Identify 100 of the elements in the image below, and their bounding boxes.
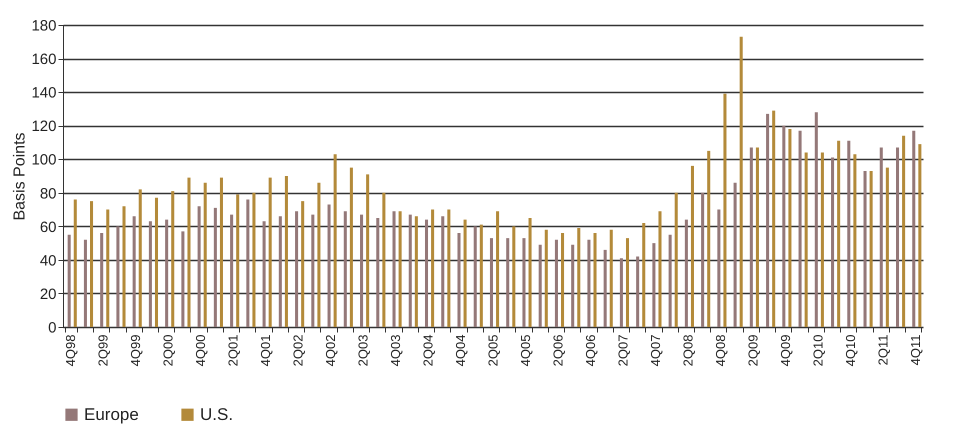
bar — [684, 220, 688, 327]
bar — [853, 154, 856, 327]
bar — [74, 199, 77, 327]
bar — [220, 178, 223, 327]
y-tick-label: 140 — [31, 84, 56, 102]
bar — [252, 192, 256, 327]
x-tick-label: 4Q06 — [582, 334, 598, 366]
bar — [636, 256, 640, 327]
x-tick-label: 2Q10 — [810, 334, 826, 366]
bar — [837, 140, 840, 327]
bar — [301, 201, 304, 327]
x-tick-label: 4Q03 — [388, 334, 404, 366]
bar — [284, 176, 288, 327]
bar — [538, 244, 542, 327]
y-tick-label: 120 — [31, 118, 56, 136]
bar — [392, 211, 396, 327]
x-tick-label: 4Q07 — [648, 334, 663, 366]
bar — [642, 222, 646, 327]
bar — [262, 221, 266, 327]
bar — [464, 220, 467, 327]
x-tick-label: 2Q01 — [226, 334, 241, 366]
y-tick-label: 80 — [40, 185, 56, 202]
y-tick-label: 60 — [40, 218, 56, 236]
bar — [912, 130, 916, 327]
bar — [480, 224, 483, 327]
bar — [701, 192, 704, 327]
x-tick-label: 2Q11 — [875, 334, 890, 366]
bar — [90, 201, 94, 327]
bar — [690, 166, 694, 327]
bar — [626, 238, 630, 327]
bar — [204, 182, 207, 327]
bar — [880, 147, 883, 327]
bar — [214, 208, 217, 327]
bar — [512, 226, 516, 327]
bar — [658, 211, 662, 327]
x-tick-label: 4Q08 — [712, 334, 728, 366]
bar — [360, 214, 364, 327]
bar — [674, 192, 678, 327]
y-axis-title: Basis Points — [11, 132, 28, 221]
y-tick-label: 40 — [40, 252, 56, 270]
bar — [198, 206, 201, 327]
bar — [350, 168, 353, 327]
bar — [772, 110, 776, 327]
y-tick-label: 0 — [48, 320, 56, 336]
bar — [382, 192, 386, 327]
y-tick-label: 100 — [31, 152, 56, 169]
bar — [561, 233, 564, 327]
bar — [100, 233, 104, 327]
bar — [441, 216, 444, 327]
legend-label: U.S. — [200, 404, 234, 424]
x-tick-label: 2Q07 — [615, 334, 630, 366]
bar — [798, 130, 802, 327]
bar — [68, 234, 71, 327]
bar — [804, 152, 808, 327]
x-tick-label: 2Q08 — [680, 334, 696, 366]
bar — [571, 244, 574, 327]
legend-label: Europe — [84, 404, 139, 424]
bar — [268, 178, 272, 327]
bar — [610, 230, 613, 327]
bar — [138, 189, 142, 327]
bar — [328, 204, 331, 327]
bar — [116, 226, 120, 327]
bar — [187, 178, 190, 327]
x-tick-label: 4Q99 — [128, 334, 144, 366]
bar — [814, 112, 818, 327]
bar — [148, 221, 152, 327]
bar — [756, 147, 759, 327]
bar — [782, 126, 786, 327]
x-tick-label: 4Q98 — [63, 334, 78, 366]
x-tick-label: 2Q09 — [745, 334, 760, 366]
bar — [750, 147, 753, 327]
bar — [668, 234, 672, 327]
bar — [165, 220, 168, 327]
x-tick-label: 2Q99 — [96, 334, 111, 366]
x-tick-label: 4Q01 — [258, 334, 274, 366]
x-tick-label: 4Q04 — [453, 334, 468, 366]
x-tick-label: 2Q03 — [356, 334, 371, 366]
x-tick-label: 2Q00 — [160, 334, 176, 366]
bar — [820, 152, 824, 327]
bar — [457, 233, 461, 327]
bar — [506, 238, 510, 327]
bar — [896, 147, 900, 327]
bar — [604, 250, 607, 327]
bar — [295, 211, 298, 327]
bar — [490, 238, 493, 327]
bar — [311, 214, 314, 327]
bar — [577, 228, 580, 327]
x-tick-label: 2Q04 — [420, 334, 436, 366]
bar — [847, 140, 850, 327]
bar — [132, 216, 136, 327]
bar — [496, 211, 500, 327]
x-tick-label: 4Q11 — [908, 334, 923, 366]
bar — [528, 218, 532, 327]
bar — [554, 240, 558, 327]
bar — [544, 230, 548, 327]
bar — [734, 182, 737, 327]
bar — [587, 240, 590, 327]
bar — [431, 210, 434, 327]
bar — [122, 206, 126, 327]
y-tick-label: 20 — [40, 286, 56, 303]
